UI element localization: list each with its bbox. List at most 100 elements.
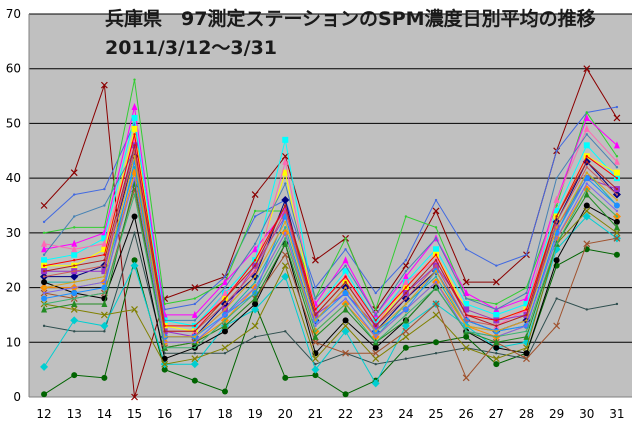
data-point: [342, 349, 349, 357]
data-point: [434, 286, 438, 289]
data-point: [523, 332, 530, 340]
x-tick-label: 17: [187, 407, 202, 421]
data-point: [282, 374, 289, 381]
data-point: [193, 346, 197, 349]
data-point: [312, 338, 319, 346]
data-point: [585, 308, 588, 311]
data-point: [251, 305, 260, 314]
data-point: [133, 193, 136, 196]
data-point: [495, 319, 498, 322]
data-point: [555, 237, 558, 240]
x-tick-label: 22: [338, 407, 353, 421]
data-point: [314, 324, 317, 328]
x-tick-label: 30: [579, 407, 594, 421]
data-point: [583, 124, 590, 132]
data-point: [193, 352, 197, 355]
data-point: [344, 286, 347, 289]
series-line: [44, 79, 618, 311]
data-point: [73, 330, 76, 333]
data-point: [282, 136, 289, 143]
data-point: [613, 223, 620, 231]
data-point: [404, 291, 408, 295]
x-tick-label: 12: [36, 407, 51, 421]
series: [42, 231, 619, 366]
data-point: [42, 286, 46, 289]
data-point: [103, 264, 106, 267]
data-point: [253, 280, 257, 284]
data-point: [434, 253, 438, 256]
data-point: [41, 305, 48, 313]
y-tick-label: 70: [6, 7, 21, 21]
data-point: [464, 313, 468, 317]
data-point: [133, 133, 136, 136]
data-point: [70, 306, 78, 313]
data-point: [101, 374, 108, 381]
y-tick-label: 30: [6, 226, 21, 240]
data-point: [404, 286, 408, 289]
data-point: [404, 308, 408, 311]
data-point: [131, 125, 138, 132]
data-point: [585, 160, 588, 163]
data-point: [42, 253, 46, 256]
data-point: [103, 187, 106, 191]
data-point: [432, 311, 440, 319]
data-point: [223, 286, 227, 289]
data-point: [495, 352, 498, 355]
x-tick-label: 31: [609, 407, 624, 421]
data-point: [402, 262, 410, 270]
data-point: [434, 275, 438, 278]
data-point: [131, 393, 138, 401]
data-point: [525, 253, 528, 256]
data-point: [191, 310, 198, 318]
data-point: [464, 248, 468, 251]
data-point: [42, 269, 46, 273]
data-point: [344, 297, 347, 300]
x-tick-label: 20: [278, 407, 293, 421]
data-point: [434, 352, 438, 355]
data-point: [585, 166, 588, 169]
data-point: [71, 290, 78, 297]
data-point: [73, 286, 76, 289]
data-point: [281, 262, 289, 270]
data-point: [523, 344, 530, 352]
data-point: [342, 322, 349, 330]
data-point: [613, 141, 620, 149]
data-point: [314, 308, 317, 311]
data-point: [73, 280, 76, 284]
data-point: [103, 275, 106, 278]
data-point: [585, 182, 588, 185]
data-point: [525, 308, 528, 311]
data-point: [493, 311, 500, 318]
data-point: [613, 229, 621, 237]
data-point: [193, 330, 197, 333]
data-point: [553, 196, 560, 204]
data-point: [344, 302, 347, 306]
data-point: [613, 169, 620, 176]
series-line: [44, 231, 617, 365]
data-point: [433, 246, 440, 253]
series-line: [44, 145, 618, 332]
data-point: [71, 239, 78, 247]
data-point: [314, 297, 317, 300]
data-point: [73, 264, 76, 267]
data-point: [432, 207, 440, 215]
data-point: [555, 226, 558, 229]
data-point: [495, 330, 498, 333]
data-point: [133, 231, 136, 235]
series-line: [44, 183, 618, 349]
data-point: [101, 246, 108, 253]
x-tick-label: 29: [549, 407, 564, 421]
data-point: [464, 319, 468, 322]
data-point: [493, 361, 500, 368]
data-point: [374, 341, 377, 344]
data-point: [103, 259, 106, 262]
data-point: [615, 198, 619, 202]
series-lines: [40, 65, 621, 401]
data-point: [42, 220, 46, 224]
data-point: [492, 355, 500, 363]
data-point: [282, 169, 289, 176]
series-line: [43, 67, 618, 398]
data-point: [402, 278, 409, 286]
data-point: [193, 335, 197, 339]
data-point: [252, 300, 259, 307]
